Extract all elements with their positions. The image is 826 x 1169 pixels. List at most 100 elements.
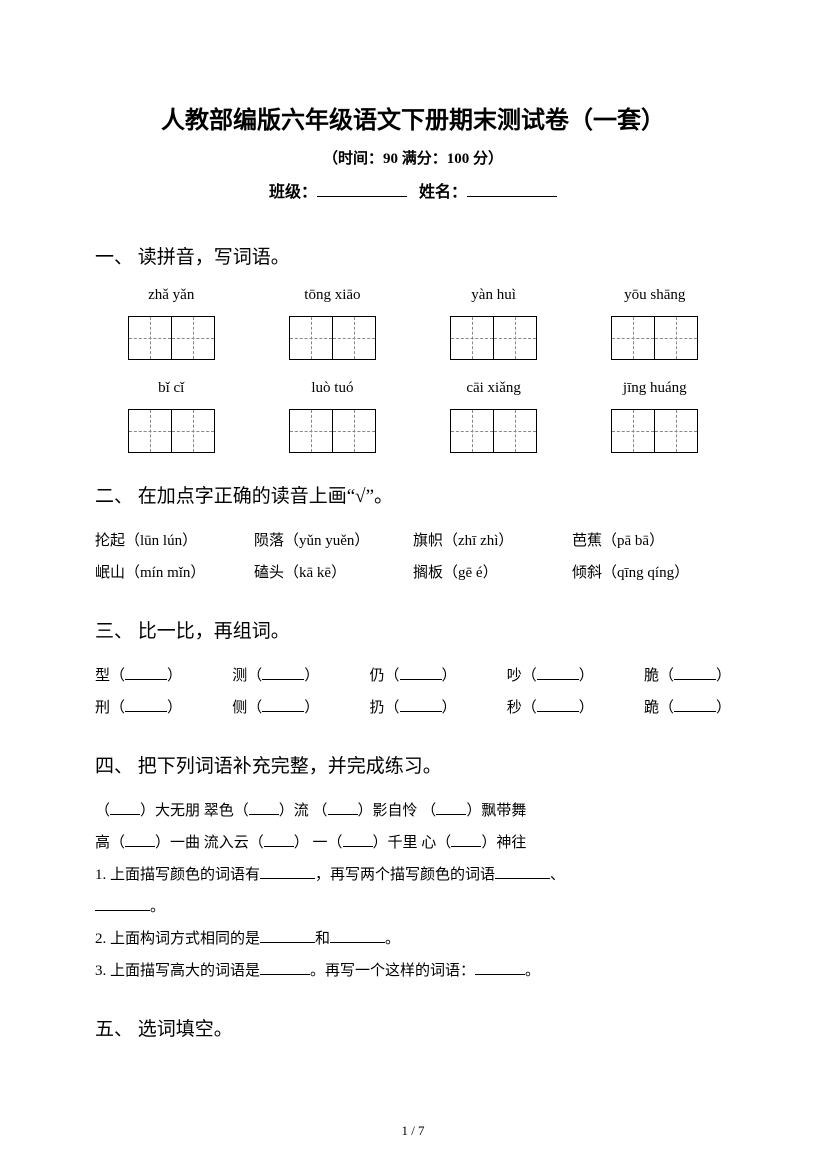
char-box[interactable] bbox=[332, 409, 376, 453]
char-box[interactable] bbox=[450, 316, 494, 360]
char-box[interactable] bbox=[171, 316, 215, 360]
answer-blank[interactable] bbox=[436, 802, 466, 816]
char-box[interactable] bbox=[332, 316, 376, 360]
q4-sub1b: 。 bbox=[95, 892, 731, 922]
char-box[interactable] bbox=[654, 409, 698, 453]
q1-pinyin-row1: zhǎ yǎn tōng xiāo yàn huì yōu shāng bbox=[95, 287, 731, 310]
answer-blank[interactable] bbox=[110, 802, 140, 816]
q1-boxes-row2 bbox=[95, 409, 731, 453]
answer-blank[interactable] bbox=[400, 699, 442, 713]
pinyin-label: zhǎ yǎn bbox=[99, 287, 243, 304]
q4-line1: （）大无朋 翠色（）流 （）影自怜 （）飘带舞 bbox=[95, 796, 731, 826]
q4-sub-text: 。 bbox=[385, 931, 400, 947]
q3-char: 仍 bbox=[369, 668, 384, 684]
q2-cell: 陨落（yǔn yuěn） bbox=[254, 526, 413, 556]
char-box[interactable] bbox=[450, 409, 494, 453]
q2-row: 岷山（mín mǐn） 磕头（kā kē） 搁板（gē é） 倾斜（qīng q… bbox=[95, 558, 731, 588]
q4-text: ）大无朋 翠色（ bbox=[140, 803, 249, 819]
pinyin-label: luò tuó bbox=[260, 380, 404, 397]
answer-blank[interactable] bbox=[125, 834, 155, 848]
q4-text: ） 一（ bbox=[294, 835, 343, 851]
char-box[interactable] bbox=[493, 409, 537, 453]
page-title: 人教部编版六年级语文下册期末测试卷（一套） bbox=[95, 100, 731, 135]
q4-sub-text: 、 bbox=[550, 867, 565, 883]
q2-cell: 磕头（kā kē） bbox=[254, 558, 413, 588]
char-box[interactable] bbox=[128, 409, 172, 453]
q5-head: 五、 选词填空。 bbox=[95, 1014, 731, 1041]
q4-sub-text: 。 bbox=[150, 899, 165, 915]
pinyin-label: tōng xiāo bbox=[260, 287, 404, 304]
char-box[interactable] bbox=[654, 316, 698, 360]
answer-blank[interactable] bbox=[400, 667, 442, 681]
char-box[interactable] bbox=[289, 409, 333, 453]
pinyin-label: bǐ cǐ bbox=[99, 380, 243, 397]
q4-text: ）神往 bbox=[481, 835, 526, 851]
answer-blank[interactable] bbox=[330, 930, 385, 944]
answer-blank[interactable] bbox=[125, 667, 167, 681]
q2-cell: 旗帜（zhī zhì） bbox=[413, 526, 572, 556]
pinyin-label: yōu shāng bbox=[583, 287, 727, 304]
q3-char: 测 bbox=[232, 668, 247, 684]
q3-char: 侧 bbox=[232, 700, 247, 716]
answer-blank[interactable] bbox=[674, 667, 716, 681]
q4-sub3: 3. 上面描写高大的词语是 。再写一个这样的词语： 。 bbox=[95, 956, 731, 986]
q4-text: 高（ bbox=[95, 835, 125, 851]
q3-char: 型 bbox=[95, 668, 110, 684]
answer-blank[interactable] bbox=[264, 834, 294, 848]
char-box[interactable] bbox=[611, 316, 655, 360]
q2-cell: 芭蕉（pā bā） bbox=[572, 526, 731, 556]
q1-boxes-row1 bbox=[95, 316, 731, 360]
q4-sub-text: ，再写两个描写颜色的词语 bbox=[315, 867, 495, 883]
class-label: 班级： bbox=[269, 184, 317, 201]
answer-blank[interactable] bbox=[537, 699, 579, 713]
q4-sub-text: 。再写一个这样的词语： bbox=[310, 963, 475, 979]
q3-char: 扔 bbox=[369, 700, 384, 716]
q4-text: ）千里 心（ bbox=[373, 835, 452, 851]
q3-row: 刑（） 侧（） 扔（） 秒（） 跪（） bbox=[95, 693, 731, 723]
page-number: 1 / 7 bbox=[0, 1123, 826, 1139]
char-box[interactable] bbox=[493, 316, 537, 360]
answer-blank[interactable] bbox=[262, 699, 304, 713]
q4-text: ）影自怜 （ bbox=[358, 803, 437, 819]
answer-blank[interactable] bbox=[674, 699, 716, 713]
answer-blank[interactable] bbox=[260, 962, 310, 976]
name-label: 姓名： bbox=[419, 184, 467, 201]
q3-head: 三、 比一比，再组词。 bbox=[95, 616, 731, 643]
answer-blank[interactable] bbox=[343, 834, 373, 848]
answer-blank[interactable] bbox=[125, 699, 167, 713]
q4-sub2: 2. 上面构词方式相同的是和。 bbox=[95, 924, 731, 954]
char-box[interactable] bbox=[128, 316, 172, 360]
class-blank[interactable] bbox=[317, 181, 407, 197]
q4-sub1: 1. 上面描写颜色的词语有 ，再写两个描写颜色的词语 、 bbox=[95, 860, 731, 890]
q4-sub-text: 2. 上面构词方式相同的是 bbox=[95, 931, 260, 947]
answer-blank[interactable] bbox=[249, 802, 279, 816]
q1-head: 一、 读拼音，写词语。 bbox=[95, 242, 731, 269]
q4-sub-text: 3. 上面描写高大的词语是 bbox=[95, 963, 260, 979]
name-blank[interactable] bbox=[467, 181, 557, 197]
q3-char: 脆 bbox=[644, 668, 659, 684]
q4-line2: 高（ ）一曲 流入云（ ） 一（ ）千里 心（ ）神往 bbox=[95, 828, 731, 858]
answer-blank[interactable] bbox=[475, 962, 525, 976]
answer-blank[interactable] bbox=[262, 667, 304, 681]
subtitle: （时间：90 满分：100 分） bbox=[95, 147, 731, 168]
answer-blank[interactable] bbox=[537, 667, 579, 681]
q2-cell: 岷山（mín mǐn） bbox=[95, 558, 254, 588]
q3-char: 吵 bbox=[507, 668, 522, 684]
q4-sub-text: 。 bbox=[525, 963, 540, 979]
pinyin-label: cāi xiǎng bbox=[421, 380, 565, 397]
q4-text: ）一曲 流入云（ bbox=[155, 835, 264, 851]
answer-blank[interactable] bbox=[260, 866, 315, 880]
q2-cell: 倾斜（qīng qíng） bbox=[572, 558, 731, 588]
char-box[interactable] bbox=[289, 316, 333, 360]
answer-blank[interactable] bbox=[451, 834, 481, 848]
answer-blank[interactable] bbox=[328, 802, 358, 816]
char-box[interactable] bbox=[611, 409, 655, 453]
q3-char: 刑 bbox=[95, 700, 110, 716]
student-info: 班级： 姓名： bbox=[95, 178, 731, 202]
char-box[interactable] bbox=[171, 409, 215, 453]
q4-sub-text: 1. 上面描写颜色的词语有 bbox=[95, 867, 260, 883]
q2-row: 抡起（lūn lún） 陨落（yǔn yuěn） 旗帜（zhī zhì） 芭蕉（… bbox=[95, 526, 731, 556]
answer-blank[interactable] bbox=[260, 930, 315, 944]
answer-blank[interactable] bbox=[95, 898, 150, 912]
answer-blank[interactable] bbox=[495, 866, 550, 880]
